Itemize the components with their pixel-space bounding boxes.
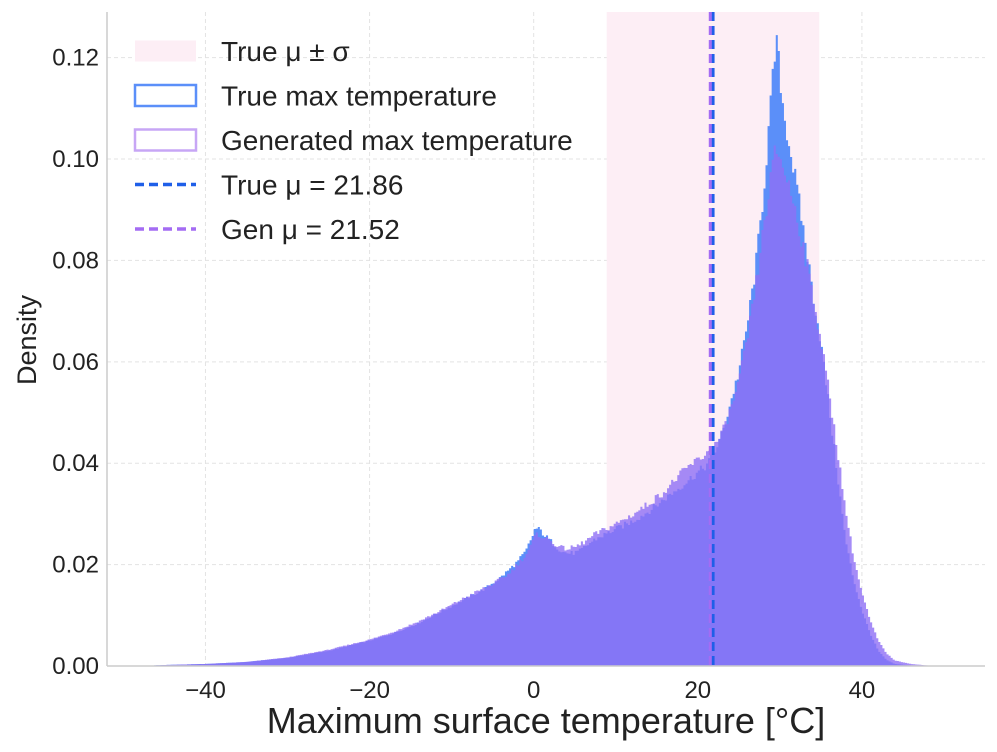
axes	[106, 12, 985, 667]
legend-label: Generated max temperature	[221, 125, 573, 156]
x-tick-label: −40	[185, 677, 226, 704]
y-tick-label: 0.00	[52, 653, 99, 680]
legend-swatch	[133, 128, 198, 152]
legend-swatch	[133, 83, 198, 108]
x-tick-label: 20	[684, 677, 711, 704]
legend-label: True μ ± σ	[221, 36, 350, 67]
x-tick-label: 0	[527, 677, 540, 704]
x-axis-label: Maximum surface temperature [°C]	[267, 700, 826, 741]
y-tick-label: 0.10	[52, 146, 99, 173]
x-tick-label: −20	[349, 677, 390, 704]
x-tick-label: 40	[849, 677, 876, 704]
histogram-series	[123, 145, 961, 667]
legend-label: True μ = 21.86	[221, 170, 403, 201]
mean-lines-layer	[708, 12, 715, 666]
y-tick-label: 0.06	[52, 349, 99, 376]
legend-swatch	[135, 40, 196, 62]
legend-label: True max temperature	[221, 81, 497, 112]
y-axis-label: Density	[12, 294, 42, 385]
legend: True μ ± σ True max temperature Generated …	[133, 36, 573, 245]
y-tick-label: 0.12	[52, 45, 99, 72]
tick-labels: −40 −20 0 20 40 0.00 0.02 0.04 0.06 0.08 0.10 0.12	[52, 45, 875, 704]
y-tick-label: 0.08	[52, 247, 99, 274]
histogram-layer	[123, 35, 961, 667]
y-tick-label: 0.02	[52, 552, 99, 579]
legend-label: Gen μ = 21.52	[221, 214, 400, 245]
y-tick-label: 0.04	[52, 450, 99, 477]
